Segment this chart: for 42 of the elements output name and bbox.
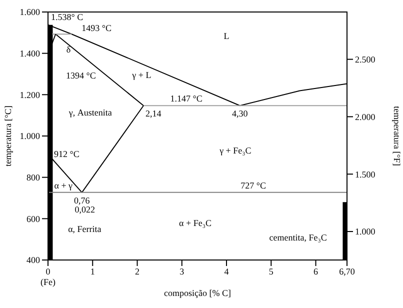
annotation: 727 °C — [240, 180, 266, 190]
y-tick-label: 400 — [26, 255, 40, 266]
text: (Fe) — [40, 277, 56, 287]
annotation: 1394 °C — [66, 70, 96, 81]
y2-axis-title: temperatura [°F] — [392, 106, 402, 166]
annotation: 1493 °C — [82, 23, 112, 34]
y-tick-label: 1.200 — [20, 90, 40, 100]
x-tick-label: 2 — [135, 266, 140, 276]
annotation: γ + Fe₃C — [218, 146, 252, 156]
annotation: L — [224, 30, 230, 41]
y-tick-label: 800 — [26, 172, 40, 183]
y2-tick-label: 2.000 — [355, 112, 376, 122]
annotation: α + γ — [54, 180, 73, 191]
annotation: δ — [66, 44, 71, 54]
x-tick-label: 6 — [314, 266, 319, 276]
annotation: 2,14 — [146, 108, 162, 119]
x-tick-label: 3 — [180, 266, 185, 276]
x-axis-title: composição [% C] — [164, 288, 231, 298]
y-tick-label: 1.600 — [20, 7, 40, 18]
annotation: γ, Austenita — [68, 107, 112, 118]
x-tick-label: 0 — [46, 266, 51, 276]
y-tick-label: 1.000 — [20, 131, 40, 142]
y-axis-title: temperatura [°C] — [3, 106, 14, 166]
x-tick-label: 4 — [224, 266, 230, 276]
annotation: α + Fe₃C — [179, 218, 212, 228]
annotation: cementita, Fe₃C — [269, 232, 327, 242]
y2-tick-label: 1.000 — [355, 226, 376, 237]
y-tick-label: 600 — [26, 214, 40, 224]
annotation: 0,76 — [74, 195, 90, 206]
annotation: 0,022 — [74, 204, 96, 214]
y-tick-label: 1.400 — [20, 48, 40, 59]
y2-tick-label: 1.500 — [355, 169, 376, 180]
annotation: 1.147 °C — [170, 94, 202, 104]
annotation: 4,30 — [232, 108, 248, 119]
x-tick-label: 5 — [268, 266, 274, 276]
annotation: α, Ferrita — [68, 224, 102, 234]
x-tick-label: 6,70 — [339, 266, 356, 276]
annotation: γ + L — [131, 70, 152, 80]
annotation: 912 °C — [54, 149, 80, 160]
x-tick-label: 1 — [90, 266, 95, 276]
annotation: 1.538° C — [51, 12, 84, 22]
y2-tick-label: 2.500 — [355, 54, 376, 64]
